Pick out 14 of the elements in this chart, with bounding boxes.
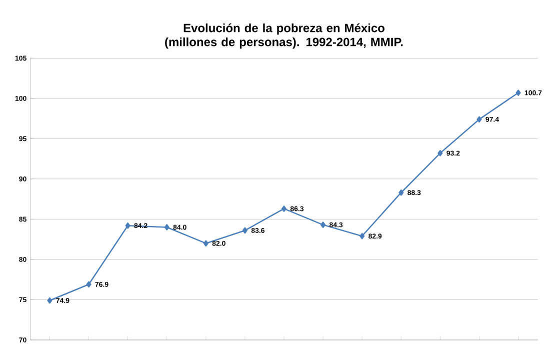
point — [476, 116, 482, 122]
point — [242, 227, 248, 234]
point — [86, 281, 92, 288]
point — [281, 206, 287, 212]
point — [47, 297, 52, 304]
point — [516, 90, 521, 96]
point — [164, 224, 170, 230]
point — [125, 222, 130, 229]
point — [438, 150, 443, 156]
point — [203, 240, 208, 246]
point — [320, 222, 326, 228]
point — [398, 189, 404, 196]
point — [360, 232, 365, 240]
chart-title: Evolución de la pobreza en México (millones de personas). 1992-2014, MMIP. — [165, 23, 403, 49]
